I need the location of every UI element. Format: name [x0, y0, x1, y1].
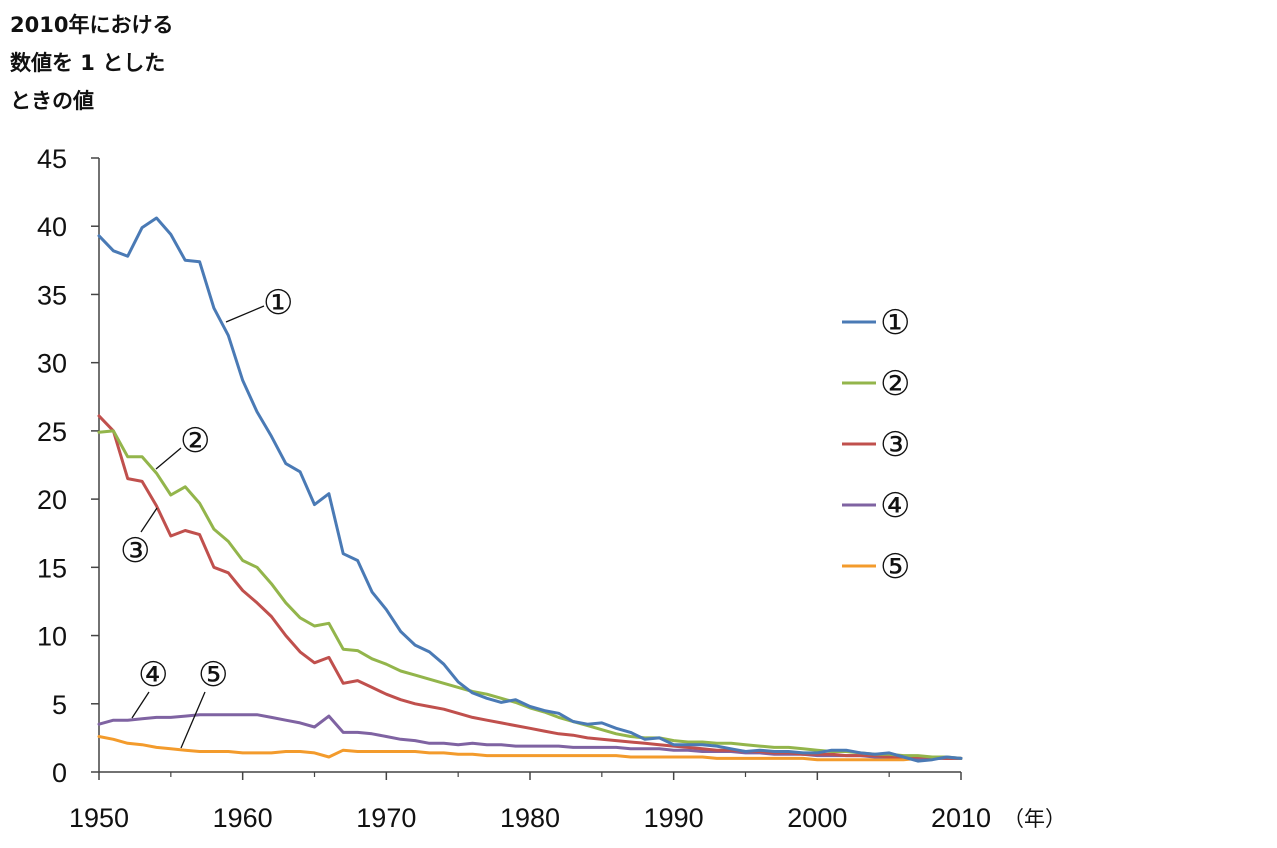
annotation-leader-5 — [180, 691, 206, 749]
y-axis-caption-line-3: ときの値 — [10, 89, 94, 113]
x-tick-label: 1990 — [644, 803, 704, 833]
legend-label-1: ① — [880, 303, 910, 343]
annotation-label-2: ② — [180, 421, 210, 461]
annotation-leader-1 — [225, 305, 265, 323]
x-tick-label: 1970 — [356, 803, 416, 833]
legend-label-2: ② — [880, 364, 910, 404]
y-tick-label: 0 — [52, 758, 67, 788]
y-tick-label: 25 — [37, 417, 67, 447]
x-tick-label: 2010 — [931, 803, 991, 833]
legend-label-3: ③ — [880, 425, 910, 465]
y-tick-label: 45 — [37, 144, 67, 174]
y-axis-caption-line-1: 2010年における — [10, 13, 174, 37]
annotation-leader-3 — [140, 507, 158, 533]
legend-label-4: ④ — [880, 486, 910, 526]
annotation-leader-2 — [155, 447, 182, 470]
y-axis-caption-line-2: 数値を 1 とした — [10, 51, 166, 75]
annotation-label-5: ⑤ — [198, 655, 228, 695]
y-tick-label: 40 — [37, 212, 67, 242]
y-tick-label: 10 — [37, 622, 67, 652]
annotation-label-3: ③ — [120, 531, 150, 571]
annotation-label-1: ① — [263, 283, 293, 323]
annotation-leader-4 — [131, 691, 150, 719]
annotation-label-4: ④ — [138, 655, 168, 695]
series-lines — [97, 216, 963, 763]
y-axis-caption: 2010年における 数値を 1 とした ときの値 — [10, 6, 173, 120]
legend: ① ② ③ ④ ⑤ — [842, 303, 910, 587]
x-tick-label: 2000 — [787, 803, 847, 833]
y-tick-label: 30 — [37, 349, 67, 379]
axes: 0 5 10 15 20 25 30 35 40 45 1950 1960 1970 1980 1990 20… — [37, 144, 991, 833]
legend-label-5: ⑤ — [880, 547, 910, 587]
x-axis-unit: （年） — [1003, 807, 1066, 831]
line-annotations: ① ② ③ ④ ⑤ — [120, 283, 293, 749]
y-tick-label: 5 — [52, 690, 67, 720]
x-tick-label: 1960 — [213, 803, 273, 833]
x-tick-label: 1950 — [69, 803, 129, 833]
y-tick-label: 20 — [37, 485, 67, 515]
x-tick-label: 1980 — [500, 803, 560, 833]
series-line-5 — [97, 735, 963, 762]
y-tick-label: 35 — [37, 280, 67, 310]
series-line-2 — [97, 429, 963, 760]
y-tick-label: 15 — [37, 553, 67, 583]
series-line-1 — [97, 216, 963, 763]
